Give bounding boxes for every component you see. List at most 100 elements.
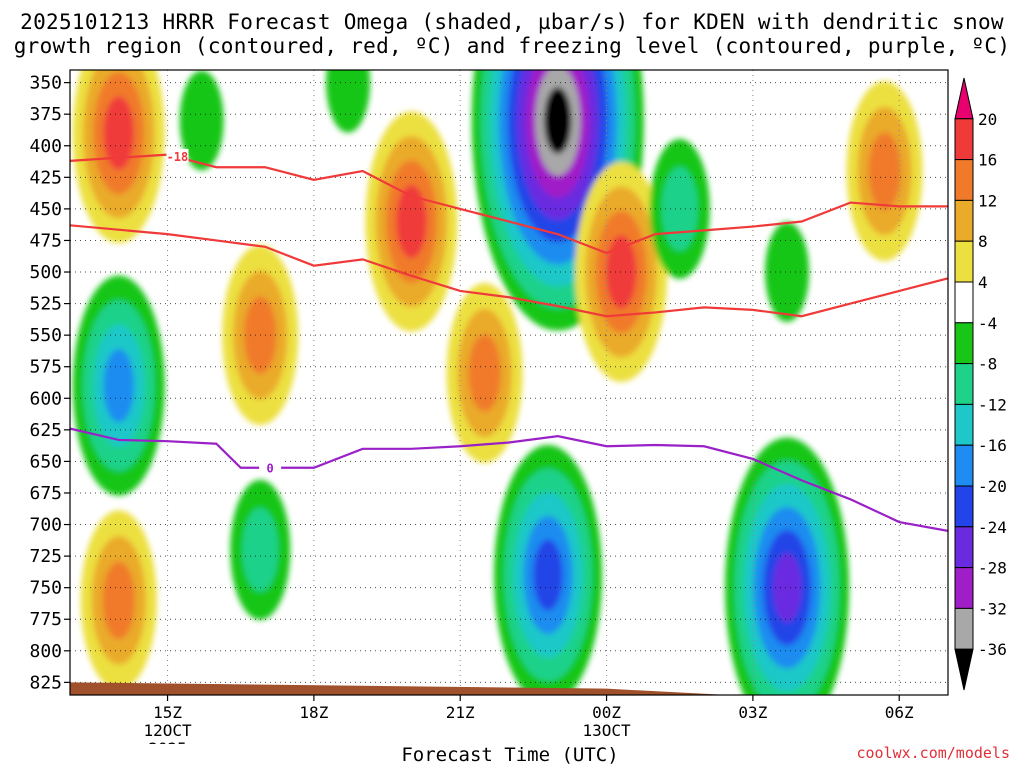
- y-tick-label: 700: [29, 515, 62, 536]
- omega-cell-1: [80, 510, 157, 691]
- omega-band: [103, 348, 135, 423]
- colorbar-label: 8: [978, 232, 988, 251]
- omega-band: [396, 184, 427, 259]
- omega-band: [661, 166, 698, 251]
- y-tick-label: 625: [29, 420, 62, 441]
- x-tick-label: 15Z: [153, 703, 182, 722]
- colorbar-label: 4: [978, 273, 988, 292]
- omega-cell-9: [494, 445, 603, 695]
- contour-label: 0: [266, 462, 273, 476]
- omega-band: [103, 96, 135, 170]
- y-tick-label: 750: [29, 578, 62, 599]
- omega-band: [765, 222, 810, 323]
- colorbar-bin: [954, 526, 974, 569]
- x-axis-label: Forecast Time (UTC): [401, 744, 619, 766]
- terrain-layer: [70, 682, 948, 695]
- omega-cell-0: [72, 70, 165, 244]
- colorbar-top-arrow: [954, 77, 974, 120]
- colorbar-bin: [954, 363, 974, 405]
- omega-band: [242, 507, 279, 592]
- contour-line-neg18: [70, 153, 948, 255]
- omega-band: [468, 334, 501, 412]
- y-tick-label: 800: [29, 641, 62, 662]
- colorbar-label: -36: [978, 640, 1007, 659]
- y-tick-label: 450: [29, 199, 62, 220]
- omega-band: [868, 132, 901, 210]
- y-tick-label: 825: [29, 672, 62, 693]
- x-tick-sublabel: 2025: [148, 739, 187, 744]
- y-tick-label: 350: [29, 73, 62, 94]
- colorbar-label: -32: [978, 599, 1007, 618]
- colorbar-label: 20: [978, 110, 997, 129]
- colorbar-label: -24: [978, 518, 1007, 537]
- y-axis: 350 375 400 425 450 475 500 525 550 575 600 625 650 6…: [29, 73, 70, 693]
- colorbar-bin: [954, 240, 974, 283]
- y-tick-label: 650: [29, 451, 62, 472]
- y-tick-label: 375: [29, 104, 62, 125]
- y-tick-label: 675: [29, 483, 62, 504]
- colorbar-label: -4: [978, 314, 997, 333]
- x-tick-label: 06Z: [885, 703, 914, 722]
- colorbar-label: 12: [978, 191, 997, 210]
- x-tick-sublabel: 12OCT: [143, 721, 192, 740]
- x-tick-label: 21Z: [446, 703, 475, 722]
- y-tick-label: 400: [29, 136, 62, 157]
- colorbar-bin: [954, 322, 974, 365]
- colorbar-bottom-arrow: [954, 648, 974, 691]
- colorbar-bin: [954, 444, 974, 487]
- terrain-ground: [70, 682, 948, 695]
- omega-cell-14: [649, 138, 710, 279]
- colorbar-label: 16: [978, 151, 997, 170]
- colorbar-bin: [954, 403, 974, 446]
- y-tick-label: 550: [29, 325, 62, 346]
- y-tick-label: 475: [29, 230, 62, 251]
- x-tick-label: 03Z: [738, 703, 767, 722]
- y-tick-label: 500: [29, 262, 62, 283]
- colorbar-label: -16: [978, 436, 1007, 455]
- grid-lines: [70, 70, 948, 695]
- plot-frame: [69, 69, 949, 696]
- omega-cell-17: [846, 81, 923, 262]
- colorbar-label: -20: [978, 477, 1007, 496]
- omega-band: [533, 539, 563, 611]
- x-tick-sublabel: 13OCT: [582, 721, 631, 740]
- omega-cross-section-chart: -18 0 350 375 400 425 450 475 500 525 550 575 600 62…: [29, 69, 1007, 744]
- colorbar-label: -12: [978, 395, 1007, 414]
- y-tick-label: 775: [29, 609, 62, 630]
- chart-title-line-1: 2025101213 HRRR Forecast Omega (shaded, …: [20, 10, 1004, 34]
- omega-cell-5: [230, 479, 291, 620]
- omega-band: [102, 561, 136, 639]
- colorbar-bin: [954, 118, 974, 161]
- contour-line-neg12: [70, 224, 948, 318]
- y-tick-label: 425: [29, 167, 62, 188]
- colorbar: 20 16 12 8 4 -4 -8 -12 -16 -20 -24 -28 -32 -36: [954, 77, 1007, 691]
- colorbar-bin: [954, 281, 974, 324]
- colorbar-bin: [954, 567, 974, 609]
- omega-band: [544, 87, 572, 154]
- omega-cell-7: [365, 111, 458, 332]
- colorbar-bin: [954, 485, 974, 528]
- colorbar-bin: [954, 199, 974, 242]
- omega-cell-2: [72, 275, 165, 496]
- y-tick-label: 525: [29, 294, 62, 315]
- omega-cell-15: [725, 437, 850, 695]
- y-tick-label: 600: [29, 388, 62, 409]
- y-tick-label: 575: [29, 357, 62, 378]
- omega-band: [772, 553, 802, 623]
- omega-cell-8: [446, 283, 523, 464]
- omega-band: [605, 235, 637, 309]
- colorbar-bin: [954, 159, 974, 201]
- x-tick-label: 18Z: [299, 703, 328, 722]
- y-tick-label: 725: [29, 546, 62, 567]
- colorbar-label: -8: [978, 355, 997, 374]
- contour-line-0: [70, 427, 948, 532]
- omega-cell-6: [326, 70, 371, 133]
- omega-band: [326, 70, 371, 133]
- temperature-contours: -18 0: [70, 148, 948, 532]
- x-tick-label: 00Z: [592, 703, 621, 722]
- colorbar-label: -28: [978, 559, 1007, 578]
- omega-field: [72, 70, 923, 695]
- contour-label: -18: [167, 150, 189, 164]
- credit-link[interactable]: coolwx.com/models: [856, 744, 1010, 762]
